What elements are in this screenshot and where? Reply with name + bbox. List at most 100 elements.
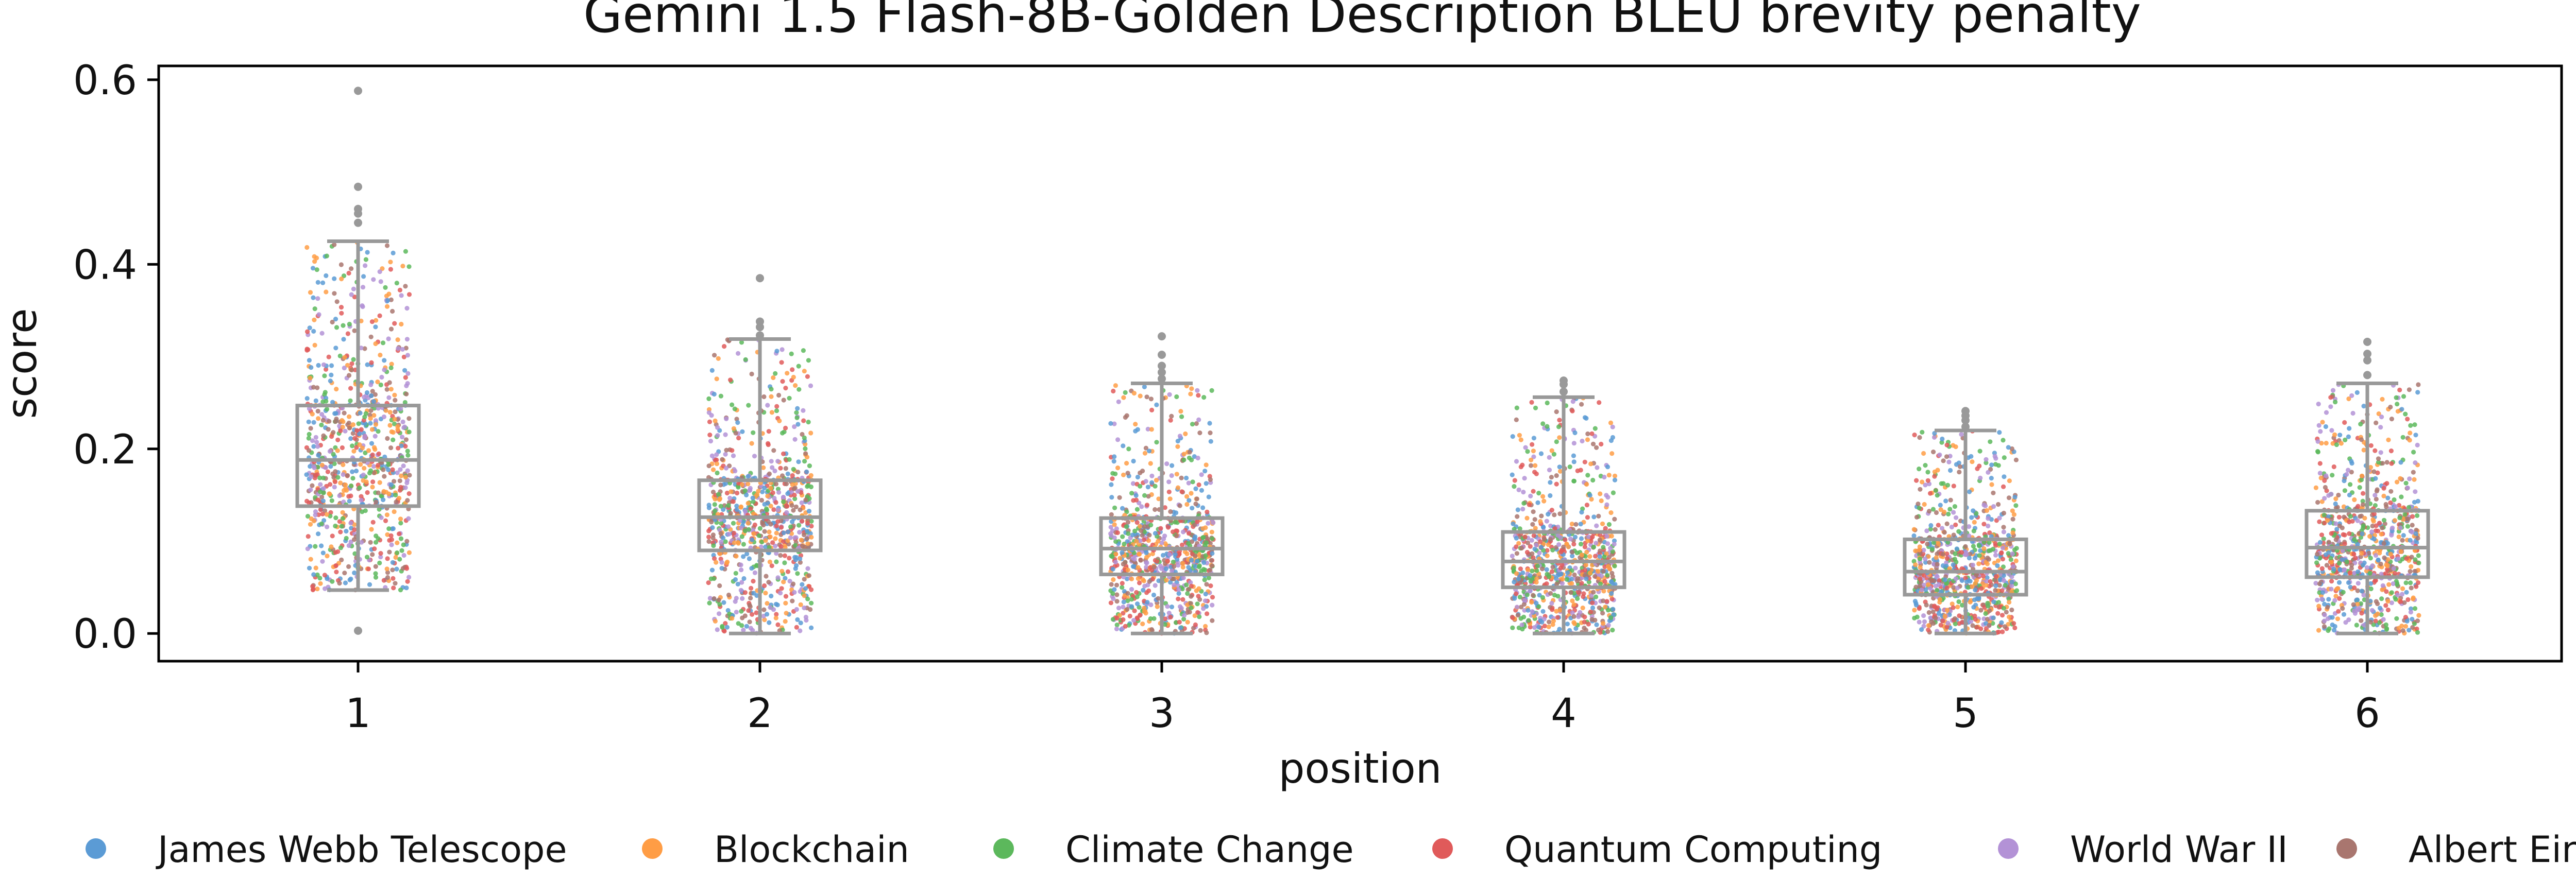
strip-point bbox=[792, 535, 798, 540]
strip-point bbox=[771, 448, 776, 453]
strip-point bbox=[1943, 498, 1948, 504]
strip-point bbox=[375, 379, 380, 385]
strip-point bbox=[1972, 520, 1977, 525]
strip-point bbox=[1535, 500, 1540, 505]
strip-point bbox=[1134, 590, 1139, 595]
strip-point bbox=[1987, 530, 1992, 536]
strip-point bbox=[783, 466, 788, 471]
strip-point bbox=[2342, 541, 2347, 546]
strip-point bbox=[781, 530, 786, 536]
strip-point bbox=[328, 482, 333, 487]
strip-point bbox=[1953, 576, 1958, 581]
strip-point bbox=[2389, 461, 2394, 466]
strip-point bbox=[1125, 598, 1130, 603]
strip-point bbox=[745, 501, 751, 506]
strip-point bbox=[1151, 564, 1157, 570]
strip-point bbox=[744, 624, 749, 629]
strip-point bbox=[1582, 459, 1587, 464]
strip-point bbox=[394, 566, 399, 572]
strip-point bbox=[1986, 557, 1991, 562]
strip-point bbox=[2412, 621, 2417, 626]
strip-point bbox=[805, 529, 810, 534]
strip-point bbox=[1129, 586, 1134, 592]
strip-point bbox=[1596, 569, 1601, 574]
strip-point bbox=[316, 312, 321, 317]
strip-point bbox=[783, 425, 788, 431]
strip-point bbox=[2373, 578, 2378, 583]
strip-point bbox=[1596, 627, 1601, 633]
strip-point bbox=[1942, 613, 1947, 619]
strip-point bbox=[1129, 597, 1134, 602]
strip-point bbox=[712, 353, 717, 358]
strip-point bbox=[783, 386, 788, 391]
strip-point bbox=[312, 465, 317, 471]
strip-point bbox=[328, 378, 333, 384]
strip-point bbox=[329, 363, 334, 368]
strip-point bbox=[2374, 496, 2379, 502]
strip-point bbox=[736, 351, 741, 356]
strip-point bbox=[1133, 497, 1139, 503]
strip-point bbox=[1933, 605, 1938, 610]
strip-point bbox=[2336, 492, 2341, 498]
strip-point bbox=[406, 491, 412, 496]
strip-point bbox=[370, 389, 375, 394]
strip-point bbox=[767, 545, 772, 550]
strip-point bbox=[1544, 581, 1549, 586]
strip-point bbox=[1519, 545, 1524, 551]
strip-point bbox=[1571, 459, 1577, 464]
strip-point bbox=[1954, 515, 1959, 520]
strip-point bbox=[386, 526, 392, 531]
strip-point bbox=[1976, 561, 1981, 566]
strip-point bbox=[1150, 551, 1155, 557]
strip-point bbox=[778, 553, 783, 558]
strip-point bbox=[1142, 384, 1147, 390]
strip-point bbox=[404, 480, 410, 486]
strip-point bbox=[1940, 618, 1945, 624]
strip-point bbox=[390, 567, 395, 573]
strip-point bbox=[388, 445, 394, 451]
strip-point bbox=[1177, 434, 1182, 439]
strip-point bbox=[1609, 451, 1615, 456]
strip-point bbox=[388, 267, 394, 272]
strip-point bbox=[1522, 476, 1527, 481]
strip-point bbox=[400, 264, 405, 269]
strip-point bbox=[1579, 510, 1584, 515]
strip-point bbox=[2002, 474, 2007, 479]
strip-point bbox=[1555, 533, 1561, 538]
strip-point bbox=[774, 523, 779, 528]
strip-point bbox=[359, 346, 364, 351]
strip-point bbox=[2400, 435, 2405, 440]
strip-point bbox=[1203, 624, 1208, 629]
strip-point bbox=[1112, 587, 1117, 592]
strip-point bbox=[750, 495, 755, 501]
strip-point bbox=[2377, 521, 2382, 526]
strip-point bbox=[2340, 606, 2345, 611]
strip-point bbox=[1939, 526, 1945, 531]
strip-point bbox=[1574, 550, 1580, 556]
strip-point bbox=[733, 469, 738, 474]
strip-point bbox=[2412, 606, 2418, 611]
strip-point bbox=[2319, 441, 2324, 446]
strip-point bbox=[1912, 608, 1917, 613]
strip-point bbox=[790, 482, 795, 487]
strip-point bbox=[1993, 553, 1998, 558]
strip-point bbox=[1945, 482, 1951, 488]
strip-point bbox=[2323, 424, 2328, 429]
strip-point bbox=[1166, 489, 1172, 494]
strip-point bbox=[2410, 616, 2415, 622]
strip-point bbox=[1137, 524, 1143, 529]
strip-point bbox=[1935, 574, 1940, 579]
strip-point bbox=[1571, 614, 1577, 619]
strip-point bbox=[1114, 599, 1120, 604]
strip-point bbox=[1148, 461, 1153, 466]
strip-point bbox=[2317, 519, 2322, 524]
strip-point bbox=[1175, 557, 1180, 562]
strip-point bbox=[400, 419, 405, 425]
strip-point bbox=[1605, 573, 1610, 578]
strip-point bbox=[1199, 488, 1204, 493]
strip-point bbox=[340, 510, 345, 515]
strip-point bbox=[2321, 512, 2327, 518]
strip-point bbox=[1986, 516, 1991, 521]
strip-point bbox=[1175, 528, 1180, 533]
strip-point bbox=[1138, 558, 1143, 563]
